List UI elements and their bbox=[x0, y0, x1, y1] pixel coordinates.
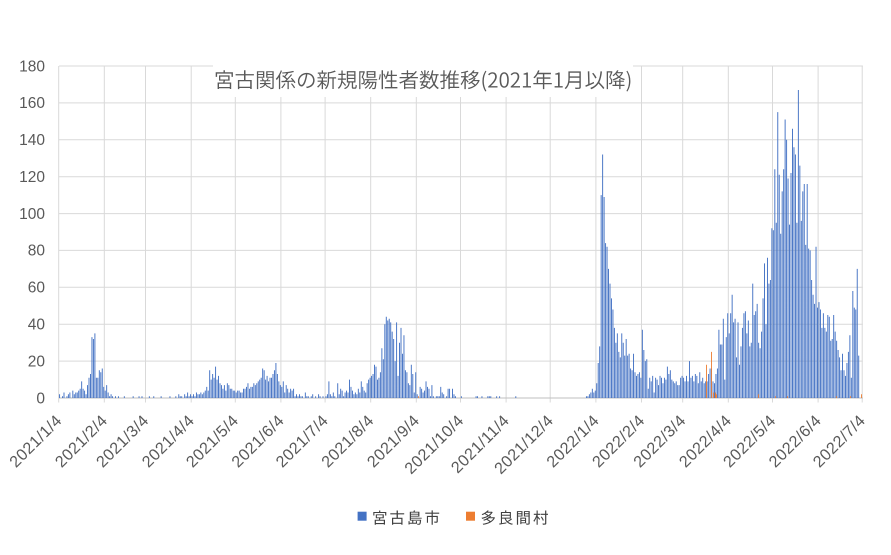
svg-text:80: 80 bbox=[28, 243, 46, 260]
svg-text:120: 120 bbox=[19, 169, 45, 186]
svg-text:160: 160 bbox=[19, 95, 45, 112]
svg-text:40: 40 bbox=[28, 317, 46, 334]
svg-text:0: 0 bbox=[36, 390, 45, 407]
svg-text:60: 60 bbox=[28, 280, 46, 297]
svg-text:180: 180 bbox=[19, 58, 45, 75]
svg-text:100: 100 bbox=[19, 206, 45, 223]
svg-text:140: 140 bbox=[19, 132, 45, 149]
svg-text:20: 20 bbox=[28, 353, 46, 370]
